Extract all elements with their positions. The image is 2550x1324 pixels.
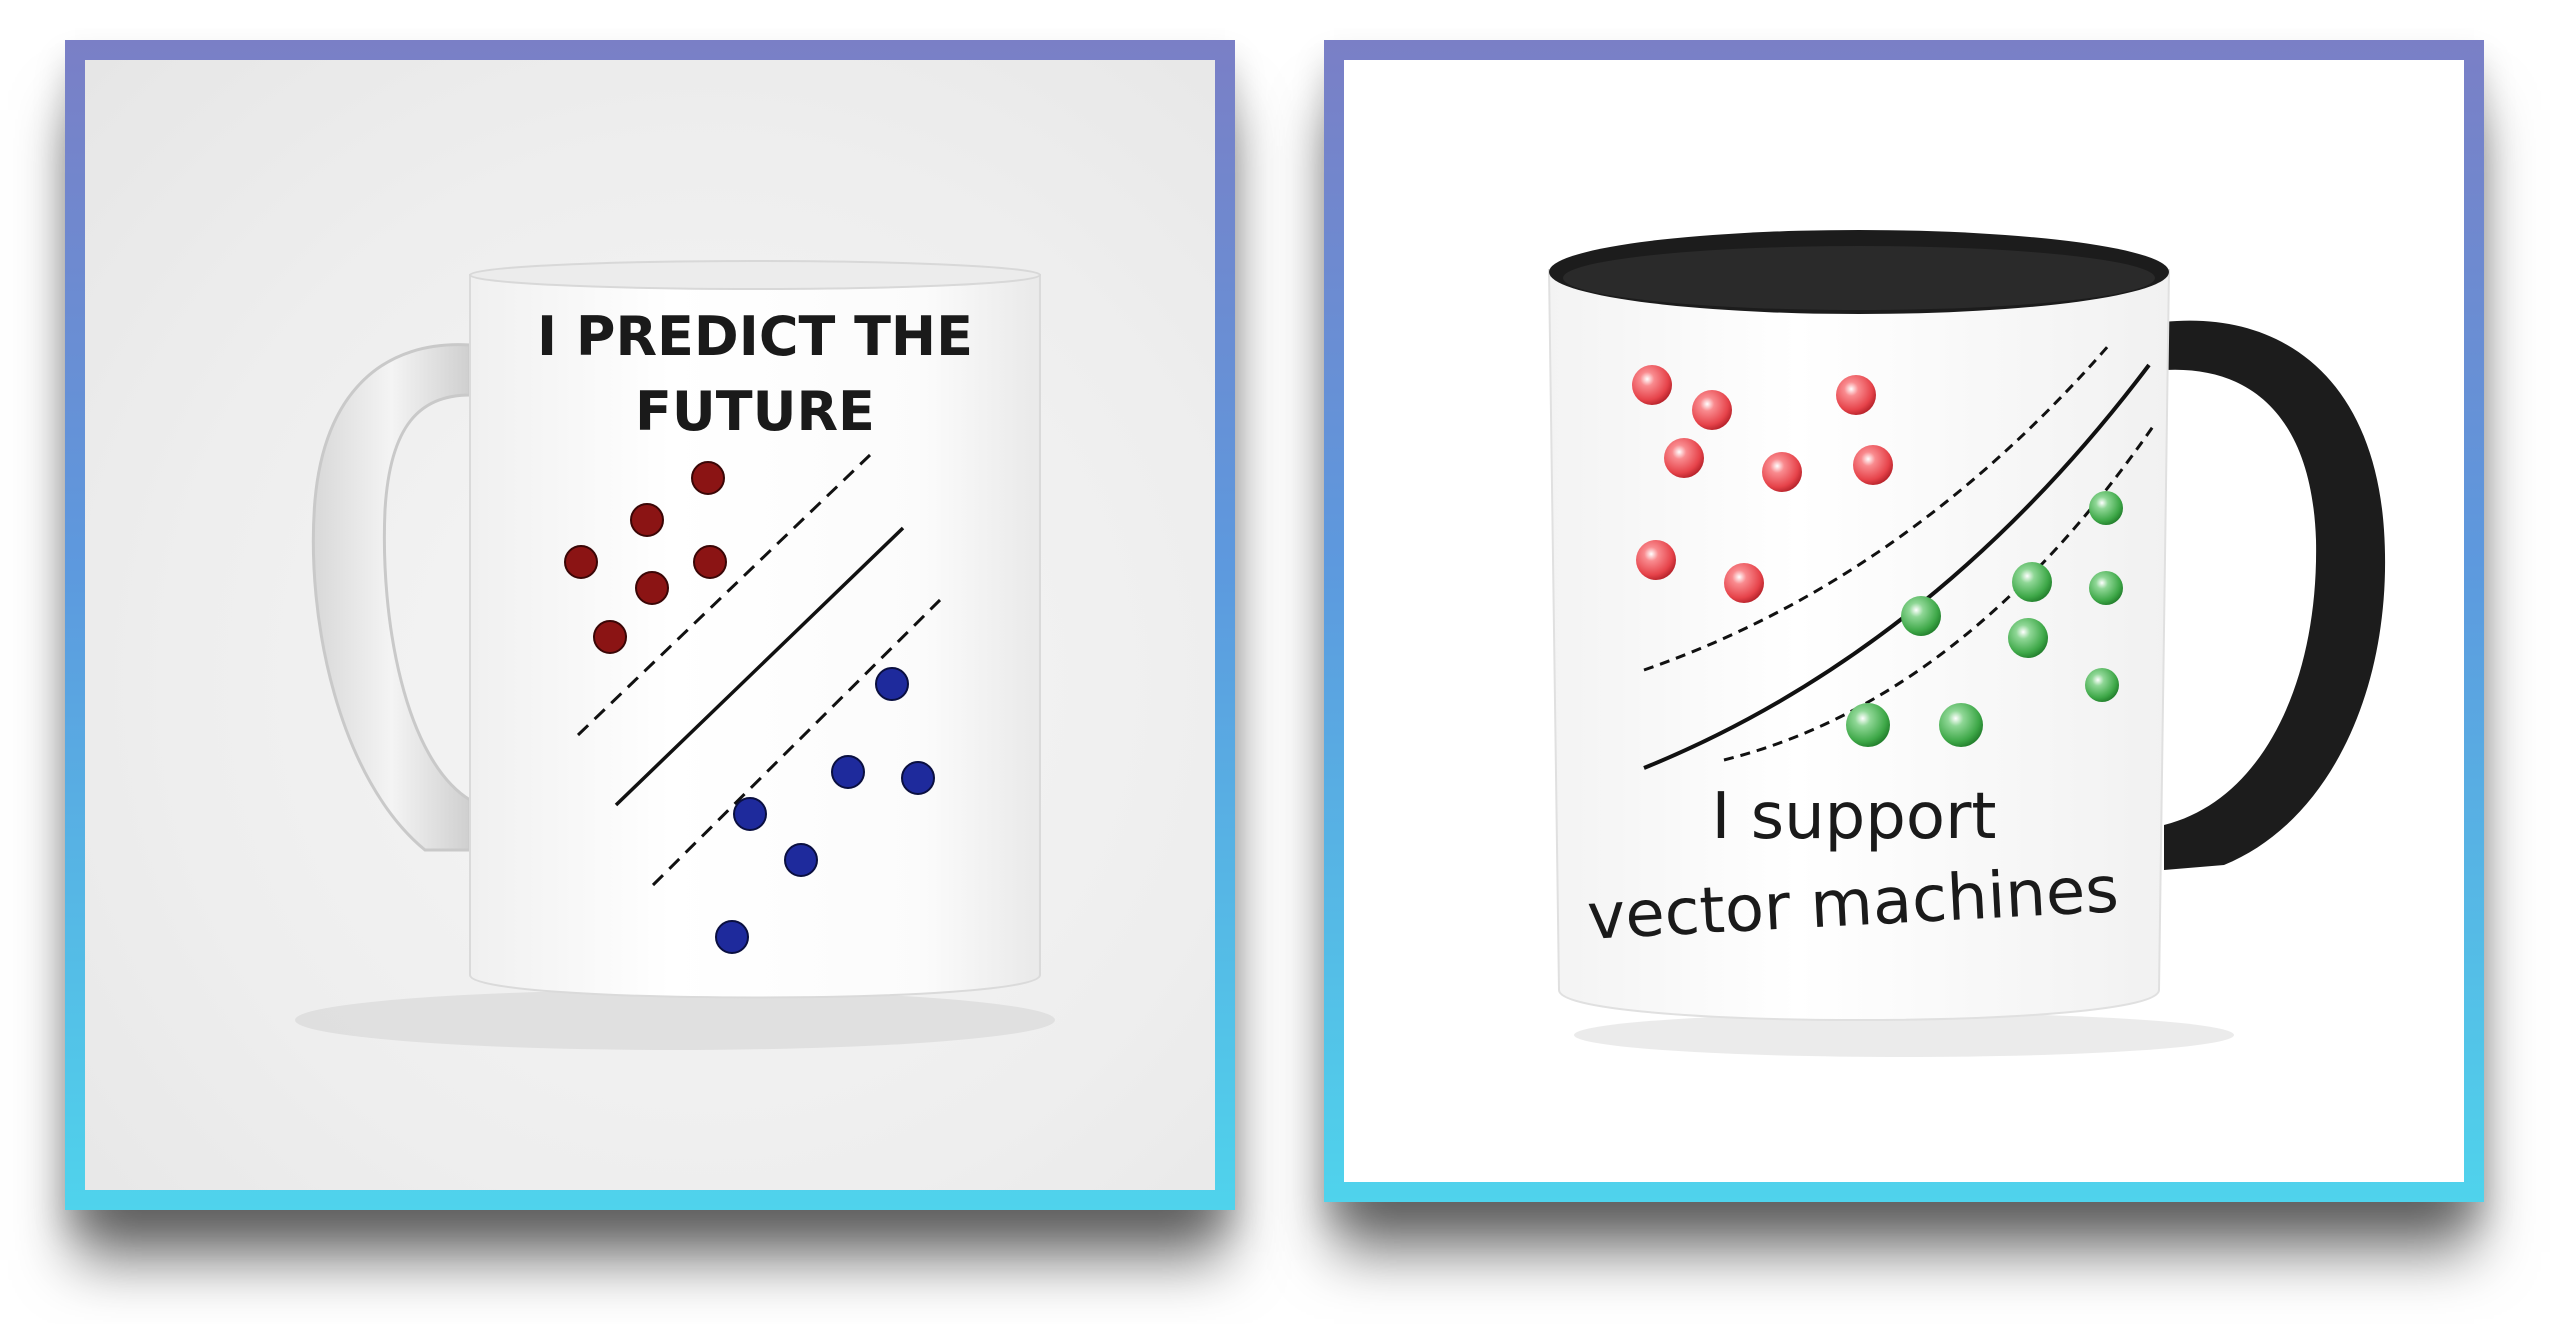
class-b-point [901, 761, 935, 795]
mug-slogan-line-1: I support [1712, 780, 1997, 854]
class-a-point [1836, 375, 1876, 415]
class-b-point [2089, 491, 2123, 525]
right-mug-frame: I support vector machines [1324, 40, 2484, 1202]
class-a-point [635, 571, 669, 605]
class-b-point [2008, 618, 2048, 658]
mug-body [1547, 269, 2171, 1021]
class-b-point [2089, 571, 2123, 605]
class-a-point [693, 545, 727, 579]
class-a-point [1853, 445, 1893, 485]
class-a-point [1632, 365, 1672, 405]
class-a-point [1724, 563, 1764, 603]
mug-rim-inner [1563, 246, 2155, 310]
class-a-point [564, 545, 598, 579]
decision-line [614, 526, 905, 807]
class-b-point [715, 920, 749, 954]
left-mug-panel: I PREDICT THE FUTURE [85, 60, 1215, 1190]
mug-headline-line-1: I PREDICT THE [537, 305, 973, 368]
left-mug-illustration: I PREDICT THE FUTURE [295, 260, 1055, 1050]
class-a-point [1664, 438, 1704, 478]
class-b-point [875, 667, 909, 701]
class-b-points [1846, 491, 2123, 747]
class-b-point [831, 755, 865, 789]
class-a-points [564, 461, 727, 654]
mug-rim [469, 260, 1041, 290]
mug-headline-line-2: FUTURE [635, 380, 875, 443]
mug-shadow [295, 990, 1055, 1050]
class-a-point [593, 620, 627, 654]
right-mug-panel: I support vector machines [1344, 60, 2464, 1182]
class-a-point [1636, 540, 1676, 580]
class-b-point [2012, 562, 2052, 602]
class-b-points [715, 667, 935, 954]
mug-shadow [1574, 1013, 2234, 1057]
class-b-point [733, 797, 767, 831]
class-b-point [1846, 703, 1890, 747]
class-b-point [1901, 596, 1941, 636]
class-a-points [1632, 365, 1893, 603]
left-mug-frame: I PREDICT THE FUTURE [65, 40, 1235, 1210]
mug-body [469, 274, 1041, 999]
right-mug-illustration: I support vector machines [1547, 230, 2386, 1057]
mug-handle [2164, 320, 2386, 870]
margin-line-upper [1643, 344, 2111, 672]
class-b-point [784, 843, 818, 877]
mug-handle [311, 343, 472, 852]
class-a-point [630, 503, 664, 537]
class-a-point [691, 461, 725, 495]
class-b-point [1939, 703, 1983, 747]
class-b-point [2085, 668, 2119, 702]
class-a-point [1692, 390, 1732, 430]
class-a-point [1762, 452, 1802, 492]
